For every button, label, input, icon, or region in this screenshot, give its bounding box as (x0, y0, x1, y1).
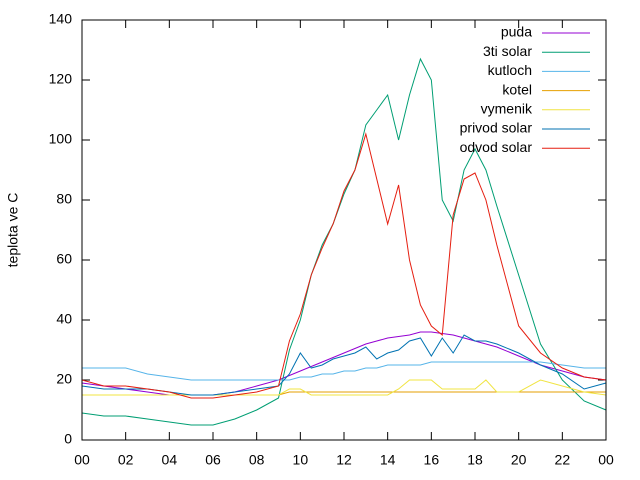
legend-label: kotel (502, 81, 532, 97)
x-tick-label: 10 (293, 452, 309, 468)
y-tick-label: 80 (56, 191, 72, 207)
x-tick-label: 02 (118, 452, 134, 468)
y-tick-label: 0 (64, 431, 72, 447)
series-line (82, 361, 606, 381)
legend-label: odvod solar (460, 139, 533, 155)
y-tick-label: 100 (49, 131, 73, 147)
y-tick-label: 20 (56, 371, 72, 387)
x-tick-label: 12 (336, 452, 352, 468)
plot-frame (81, 19, 607, 441)
x-tick-label: 22 (555, 452, 571, 468)
y-tick-label: 40 (56, 311, 72, 327)
series-line (81, 57, 607, 426)
x-tick-label: 00 (74, 452, 90, 468)
x-tick-label: 04 (162, 452, 178, 468)
y-axis-label: teplota ve C (5, 193, 21, 268)
y-tick-label: 120 (49, 71, 73, 87)
x-tick-label: 08 (249, 452, 265, 468)
x-tick-label: 16 (424, 452, 440, 468)
legend-label: 3ti solar (483, 43, 532, 59)
x-tick-label: 20 (511, 452, 527, 468)
legend-label: kutloch (488, 62, 532, 78)
legend-label: puda (501, 24, 532, 40)
y-tick-label: 140 (49, 11, 73, 27)
legend-label: privod solar (460, 120, 533, 136)
x-tick-label: 00 (598, 452, 614, 468)
series-line (81, 334, 607, 396)
x-tick-label: 06 (205, 452, 221, 468)
x-tick-label: 18 (467, 452, 483, 468)
series-line (81, 132, 607, 399)
x-tick-label: 14 (380, 452, 396, 468)
y-tick-label: 60 (56, 251, 72, 267)
legend-label: vymenik (481, 101, 533, 117)
